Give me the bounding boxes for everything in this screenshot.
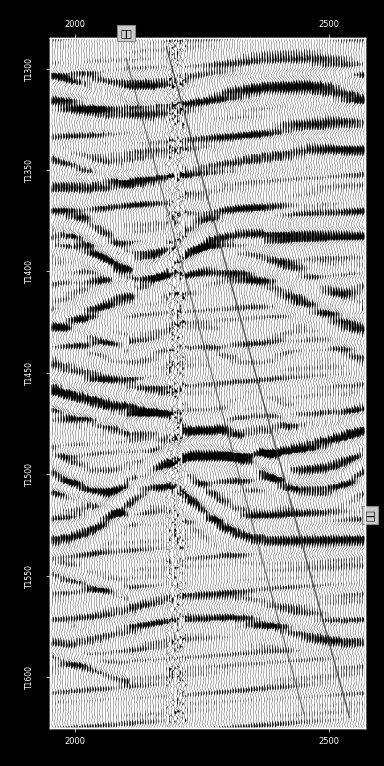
Text: 断层: 断层: [365, 509, 375, 521]
Text: 电距: 电距: [120, 28, 132, 38]
